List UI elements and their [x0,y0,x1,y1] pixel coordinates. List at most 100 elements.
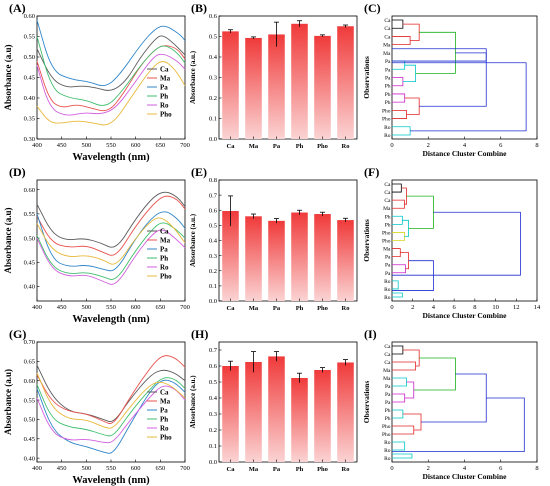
series-line-ph [36,36,186,106]
legend-label-pho: Pho [160,434,172,442]
panel-label: (H) [191,327,208,341]
leaf-label: Pa [385,76,391,82]
leaf-label: Ca [384,190,391,196]
series-line-ro [36,385,186,444]
y-tick-label: 0.45 [24,259,35,266]
y-tick-label: 0.3 [209,75,217,82]
y-tick-label: 0.5 [209,223,217,230]
y-axis-label: Absorbance (a.u.) [189,213,197,267]
series-line-ro [36,229,186,285]
bar-pho [314,214,331,301]
panel-label: (D) [9,165,26,179]
x-axis-label: Wavelength (nm) [72,475,150,486]
series-line-ma [36,45,186,112]
bar-pa [268,220,285,301]
y-tick-label: 0.2 [209,427,217,434]
y-tick-label: 0.70 [24,339,35,346]
x-tick-label: 4 [432,304,436,311]
bar-ca [222,211,239,301]
bar-ro [337,220,354,301]
x-tick-label: 0 [390,304,393,311]
x-tick-label-pho: Pho [317,305,328,312]
panel-label: (F) [364,165,379,179]
leaf-label: Ph [385,408,391,414]
dendrogram-link [392,393,406,403]
legend-label-ma: Ma [160,237,171,245]
x-tick-label: 550 [106,465,116,472]
bar-ro [337,362,354,462]
x-tick-label: 4 [463,142,467,149]
leaf-label: Pa [385,400,391,406]
y-tick-label: 0.5 [209,34,217,41]
y-tick-label: 0.6 [209,363,218,370]
x-tick-label: 650 [155,465,165,472]
leaf-label: Pa [385,255,391,261]
x-tick-label: 400 [32,304,42,311]
x-tick-label: 650 [155,304,165,311]
y-axis-label: Absorbance (a.u) [3,207,13,273]
y-tick-label: 0.1 [209,116,217,123]
panel-i: (I) 0 2 4 6 8 Distance Cluster Combine Observat… [362,327,539,481]
leaf-label: Ca [384,34,391,40]
leaf-label: Ro [384,287,391,293]
y-axis-label: Absorbance (a.u) [3,44,13,110]
legend-label-ca: Ca [160,389,169,397]
dendrogram-link [392,36,411,46]
x-tick-label: 10 [492,304,499,311]
y-tick-label: 0.60 [24,13,35,20]
leaf-label: Ca [384,198,391,204]
x-tick-label: 550 [106,304,116,311]
bar-pho [314,370,331,462]
leaf-label: Ph [385,214,391,220]
y-axis-label: Absorbance (a.u) [3,369,13,435]
dendrogram-link [392,361,416,371]
series-line-ca [36,365,186,423]
y-tick-label: 0.2 [209,268,217,275]
x-tick-label: 6 [499,142,503,149]
x-tick-label: 6 [499,465,503,472]
y-tick-label: 0.60 [24,187,35,194]
panel-label: (I) [364,327,377,341]
panel-label: (C) [364,1,381,15]
y-axis-label: Absorbance (a.u.) [189,50,197,104]
panel-label: (A) [9,1,26,15]
y-axis-label: Observations [362,219,371,262]
leaf-label: Pa [385,271,391,277]
panel-g: (G) 400 450 500 550 600 650 700 0.40 0.45 0.50 0.55… [3,327,190,486]
bar-ph [291,212,308,301]
bar-ca [222,31,239,139]
dendrogram-link [392,397,525,452]
series-line-ca [36,35,186,91]
bar-pa [268,356,285,462]
y-tick-label: 0.45 [24,75,35,82]
dendrogram-link [392,409,404,419]
dendrogram-link [392,52,487,62]
y-tick-label: 0.7 [209,347,218,354]
x-axis-label: Wavelength (nm) [72,314,150,325]
leaf-label: Pa [385,384,391,390]
leaf-label: Ro [384,456,391,462]
x-axis-label: Distance Cluster Combine [422,472,507,481]
y-tick-label: 0.65 [24,359,35,366]
leaf-label: Ph [385,100,391,106]
x-tick-label: 0 [390,465,393,472]
dendrogram-link [413,357,456,391]
x-axis-label: Distance Cluster Combine [422,311,507,320]
series-line-ph [36,377,186,437]
x-tick-label-pho: Pho [317,143,328,150]
dendrogram-link [401,187,407,205]
leaf-label: Ca [384,352,391,358]
x-tick-label: 500 [81,465,91,472]
bar-pho [314,35,331,140]
x-tick-label: 550 [106,142,116,149]
plot-frame [391,15,538,140]
leaf-label: Pa [385,59,391,65]
series-line-pa [36,19,186,87]
legend-label-ro: Ro [160,264,169,272]
leaf-label: Ca [384,18,391,24]
legend-label-pho: Pho [160,111,172,119]
panel-label: (E) [191,165,207,179]
panel-h: (H) 0.0 0.1 0.2 0.3 0.4 0.5 0.6 0.7 Absorbance (a… [189,327,358,473]
bar-ro [337,26,354,139]
dendrogram-link [392,77,404,87]
